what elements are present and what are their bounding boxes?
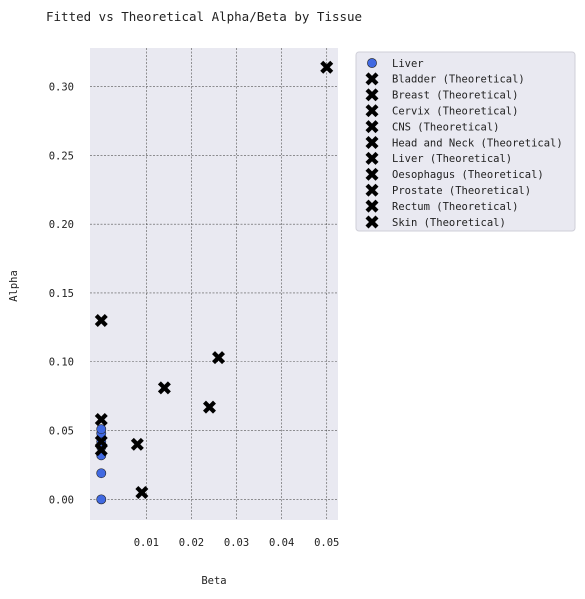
legend-marker-x xyxy=(365,88,379,102)
legend-item: Skin (Theoretical) xyxy=(365,215,506,229)
legend-label: Breast (Theoretical) xyxy=(392,90,518,102)
legend-marker-x xyxy=(365,167,379,181)
legend-item: Head and Neck (Theoretical) xyxy=(365,136,563,149)
legend-item: Rectum (Theoretical) xyxy=(365,199,518,213)
legend-label: Skin (Theoretical) xyxy=(392,217,506,229)
legend-marker-x xyxy=(365,151,379,165)
legend-label: Liver xyxy=(392,58,424,70)
x-tick-label: 0.02 xyxy=(179,537,204,549)
legend: Liver Bladder (Theoretical) Breast (Theore… xyxy=(355,51,576,232)
x-tick-label: 0.01 xyxy=(134,537,159,549)
legend-items: Liver Bladder (Theoretical) Breast (Theore… xyxy=(365,58,563,229)
fitted-point xyxy=(96,424,107,435)
legend-marker-x xyxy=(365,136,379,149)
x-tick-label: 0.05 xyxy=(314,537,339,549)
theoretical-point xyxy=(157,381,171,395)
y-tick-label: 0.25 xyxy=(49,150,74,162)
fitted-point xyxy=(96,468,107,479)
legend-marker-x xyxy=(365,183,379,197)
legend-item: Liver xyxy=(367,58,424,70)
legend-marker-x xyxy=(365,199,379,213)
x-tick-labels: 0.01 0.02 0.03 0.04 0.05 xyxy=(134,537,340,549)
y-tick-labels: 0.00 0.05 0.10 0.15 0.20 0.25 0.30 xyxy=(49,82,74,507)
theoretical-point xyxy=(135,485,149,499)
y-tick-label: 0.10 xyxy=(49,357,74,369)
legend-item: Bladder (Theoretical) xyxy=(365,72,525,86)
legend-label: CNS (Theoretical) xyxy=(392,121,499,133)
theoretical-point xyxy=(130,437,144,451)
theoretical-point xyxy=(94,313,108,327)
x-axis-label: Beta xyxy=(201,575,226,587)
data-points xyxy=(94,60,334,505)
y-tick-label: 0.30 xyxy=(49,82,74,94)
legend-label: Liver (Theoretical) xyxy=(392,153,512,165)
fitted-point xyxy=(96,494,107,505)
chart-title: Fitted vs Theoretical Alpha/Beta by Tiss… xyxy=(46,9,362,24)
legend-item: CNS (Theoretical) xyxy=(365,120,499,134)
legend-item: Prostate (Theoretical) xyxy=(365,183,531,197)
x-tick-label: 0.03 xyxy=(224,537,249,549)
legend-box xyxy=(355,51,576,232)
theoretical-point xyxy=(94,413,108,427)
legend-item: Cervix (Theoretical) xyxy=(365,104,518,118)
y-tick-label: 0.15 xyxy=(49,288,74,300)
legend-marker-x xyxy=(365,104,379,118)
legend-marker-x xyxy=(365,120,379,134)
grid-layer xyxy=(90,48,338,520)
theoretical-point xyxy=(212,351,225,365)
y-tick-label: 0.00 xyxy=(49,494,74,506)
legend-item: Breast (Theoretical) xyxy=(365,88,518,102)
y-axis-label: Alpha xyxy=(8,270,20,302)
y-tick-label: 0.20 xyxy=(49,219,74,231)
legend-label: Cervix (Theoretical) xyxy=(392,106,518,118)
legend-label: Prostate (Theoretical) xyxy=(392,185,531,197)
legend-marker-x xyxy=(365,72,379,86)
legend-item: Liver (Theoretical) xyxy=(365,151,512,165)
legend-label: Rectum (Theoretical) xyxy=(392,201,518,213)
legend-label: Bladder (Theoretical) xyxy=(392,74,525,86)
legend-marker-circle xyxy=(367,58,377,68)
theoretical-point xyxy=(94,443,108,457)
plot-area xyxy=(90,48,338,520)
legend-item: Oesophagus (Theoretical) xyxy=(365,167,544,181)
x-tick-label: 0.04 xyxy=(269,537,294,549)
theoretical-point xyxy=(203,400,216,414)
y-tick-label: 0.05 xyxy=(49,426,74,438)
legend-label: Head and Neck (Theoretical) xyxy=(392,137,563,149)
legend-marker-x xyxy=(365,215,379,229)
theoretical-point xyxy=(320,60,334,74)
legend-label: Oesophagus (Theoretical) xyxy=(392,169,544,181)
